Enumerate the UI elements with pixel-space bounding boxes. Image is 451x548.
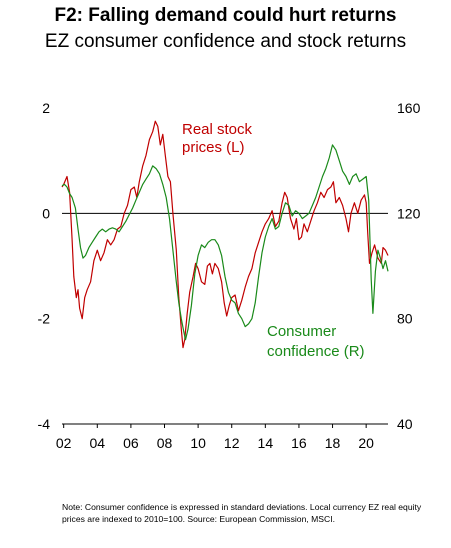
stock-series-label: prices (L) — [182, 139, 245, 156]
series-lines — [61, 120, 389, 349]
stock-price-line — [61, 120, 389, 349]
confidence-series-label: Consumer — [267, 323, 336, 340]
y-right-tick-label: 80 — [397, 311, 413, 327]
x-tick-label: 10 — [190, 435, 206, 451]
x-tick-label: 12 — [224, 435, 240, 451]
x-tick-label: 16 — [291, 435, 307, 451]
x-tick-label: 14 — [258, 435, 274, 451]
x-tick-label: 18 — [325, 435, 341, 451]
y-left-tick-label: 0 — [42, 205, 50, 221]
consumer-confidence-line — [61, 144, 389, 341]
axes — [62, 212, 388, 428]
stock-series-label: Real stock — [182, 121, 253, 138]
x-tick-label: 06 — [123, 435, 139, 451]
chart-note: Note: Consumer confidence is expressed i… — [62, 502, 422, 524]
y-right-tick-label: 160 — [397, 100, 421, 116]
x-tick-label: 20 — [358, 435, 374, 451]
y-right-tick-label: 40 — [397, 416, 413, 432]
x-tick-label: 08 — [157, 435, 173, 451]
y-left-tick-label: 2 — [42, 100, 50, 116]
x-tick-label: 04 — [89, 435, 105, 451]
x-tick-label: 02 — [56, 435, 72, 451]
y-right-tick-label: 120 — [397, 205, 421, 221]
y-left-tick-label: -4 — [38, 416, 51, 432]
y-left-tick-label: -2 — [38, 311, 51, 327]
chart-subtitle: EZ consumer confidence and stock returns — [44, 31, 407, 52]
chart-title: F2: Falling demand could hurt returns — [54, 5, 397, 26]
confidence-series-label: confidence (R) — [267, 343, 365, 360]
